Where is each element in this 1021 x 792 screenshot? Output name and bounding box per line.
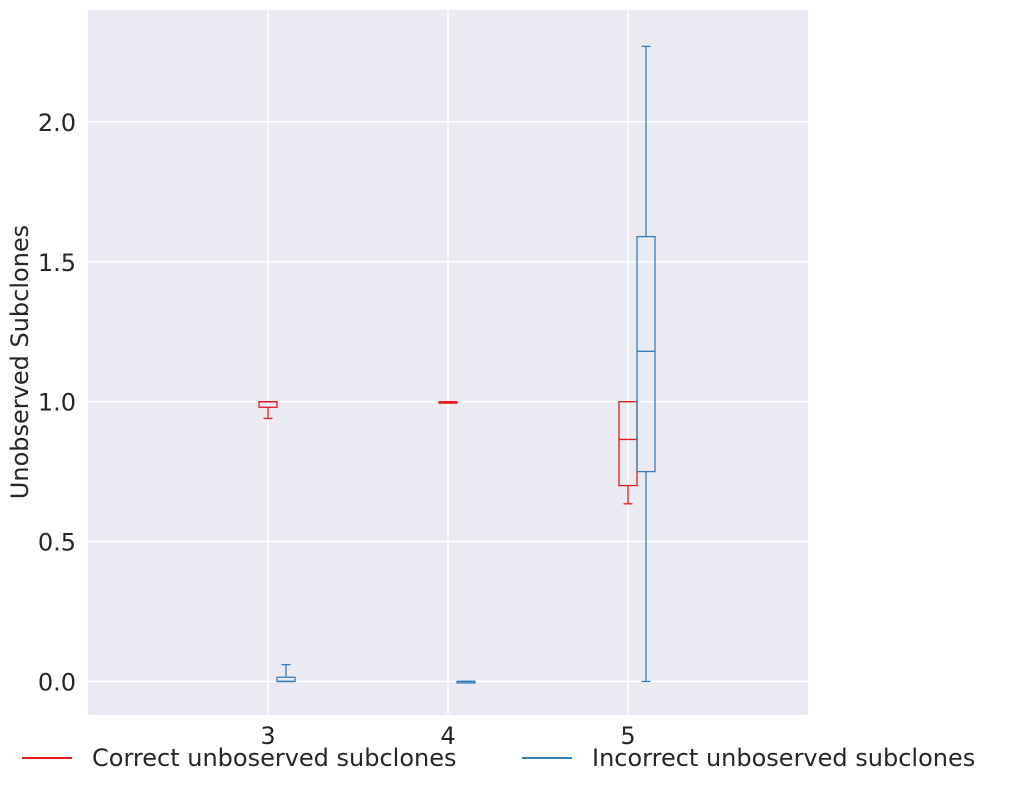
box-iqr bbox=[636, 235, 656, 473]
tick-labels: 0.0 0.5 1.0 1.5 2.0 3 4 5 bbox=[38, 109, 636, 750]
legend-label-incorrect: Incorrect unboserved subclones bbox=[592, 744, 976, 772]
legend-line-incorrect bbox=[522, 757, 572, 759]
y-tick-label: 1.0 bbox=[38, 389, 76, 417]
box-incorrect-4 bbox=[456, 680, 476, 684]
box-incorrect-3 bbox=[276, 663, 296, 683]
y-tick-label: 0.5 bbox=[38, 529, 76, 557]
legend-item-correct[interactable]: Correct unboserved subclones bbox=[22, 738, 457, 778]
y-tick-label: 2.0 bbox=[38, 109, 76, 137]
boxes bbox=[258, 45, 656, 684]
legend-item-incorrect[interactable]: Incorrect unboserved subclones bbox=[522, 738, 975, 778]
box-correct-3 bbox=[258, 401, 278, 420]
box-incorrect-5 bbox=[636, 45, 656, 683]
y-tick-label: 0.0 bbox=[38, 668, 76, 696]
box-correct-4 bbox=[438, 401, 458, 404]
legend-line-correct bbox=[22, 757, 72, 759]
x-tick-label: 5 bbox=[620, 722, 635, 750]
x-tick-label: 4 bbox=[440, 722, 455, 750]
legend: Correct unboserved subclones Incorrect u… bbox=[0, 738, 1021, 778]
y-tick-label: 1.5 bbox=[38, 249, 76, 277]
legend-label-correct: Correct unboserved subclones bbox=[92, 744, 457, 772]
x-tick-label: 3 bbox=[260, 722, 275, 750]
y-axis-label: Unobserved Subclones bbox=[6, 225, 34, 499]
